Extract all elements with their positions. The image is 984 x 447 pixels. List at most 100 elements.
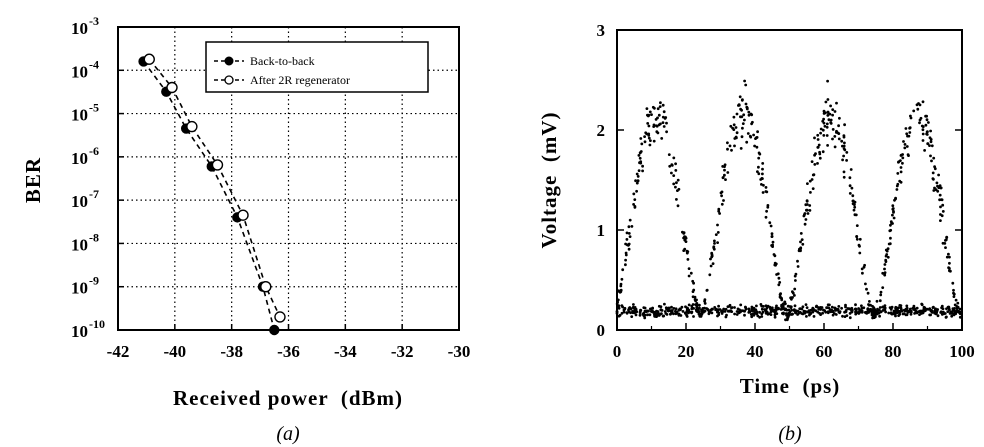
eye-point (816, 146, 820, 149)
eye-point (716, 241, 719, 245)
eye-point (891, 207, 895, 211)
eye-point (661, 121, 665, 124)
eye-point (929, 140, 933, 144)
eye-point (894, 197, 897, 201)
eye-point (799, 232, 803, 235)
eye-point (661, 103, 665, 107)
eye-point (893, 312, 897, 316)
eye-point (834, 313, 838, 316)
eye-point (899, 159, 902, 163)
eye-point (692, 281, 695, 285)
eye-point (929, 309, 933, 313)
eye-point (627, 247, 631, 251)
eye-point (729, 309, 732, 313)
eye-point (843, 123, 846, 127)
eye-point (897, 160, 900, 164)
eye-point (826, 79, 829, 83)
eye-point (952, 288, 955, 292)
eye-point (812, 315, 816, 318)
eye-point (865, 287, 868, 291)
eye-point (797, 311, 801, 315)
eye-y-tick-label: 3 (597, 21, 606, 40)
eye-point (739, 303, 743, 307)
eye-point (933, 186, 936, 190)
eye-point (854, 310, 858, 314)
eye-point (681, 310, 685, 313)
eye-x-tick-label: 0 (613, 342, 622, 361)
eye-point (805, 208, 808, 212)
eye-point (793, 274, 797, 278)
eye-point (920, 124, 924, 128)
eye-point (757, 151, 761, 155)
eye-point (926, 142, 930, 146)
eye-point (868, 309, 872, 313)
eye-point (695, 298, 698, 302)
eye-point (750, 113, 754, 117)
eye-point (627, 232, 631, 235)
eye-point (634, 313, 638, 317)
eye-point (645, 107, 649, 110)
ber-y-tick-label: 10 (71, 279, 88, 298)
eye-point (887, 311, 891, 315)
ber-x-axis-label: Received power (dBm) (173, 386, 403, 410)
eye-point (825, 134, 829, 137)
eye-point (923, 149, 926, 152)
eye-point (863, 263, 866, 267)
eye-point (826, 114, 830, 117)
eye-point (718, 308, 722, 311)
eye-point (777, 283, 781, 287)
eye-point (781, 307, 785, 311)
eye-point (948, 255, 951, 259)
eye-point (930, 144, 934, 148)
eye-point (658, 105, 662, 108)
ber-point-after-2r (274, 311, 286, 323)
eye-point (859, 310, 863, 314)
eye-point (915, 103, 919, 107)
eye-point (821, 150, 825, 154)
eye-point (657, 123, 661, 127)
eye-point (765, 310, 769, 314)
eye-point (851, 199, 855, 203)
eye-point (633, 198, 637, 202)
eye-point (899, 170, 903, 174)
eye-point (707, 310, 711, 313)
eye-point (883, 272, 886, 276)
eye-point (747, 113, 751, 117)
ber-x-tick-label: -40 (163, 342, 186, 361)
eye-point (838, 116, 841, 120)
eye-point (826, 144, 829, 147)
eye-point (793, 287, 797, 291)
ber-y-tick-exponent: -4 (89, 57, 99, 71)
eye-point (659, 308, 663, 312)
eye-point (921, 128, 925, 132)
eye-point (768, 221, 772, 225)
eye-point (724, 178, 727, 182)
eye-point (630, 315, 634, 318)
eye-point (723, 163, 727, 167)
eye-point (932, 156, 936, 160)
eye-point (809, 191, 812, 194)
eye-point (633, 206, 637, 209)
eye-point (918, 121, 921, 125)
eye-point (792, 308, 796, 312)
eye-point (854, 303, 857, 307)
eye-point (956, 305, 960, 309)
eye-point (858, 251, 862, 255)
eye-point (843, 148, 847, 152)
eye-point (717, 313, 721, 317)
eye-point (778, 281, 782, 284)
eye-point (958, 315, 962, 319)
eye-point (672, 156, 676, 160)
eye-point (661, 115, 665, 119)
eye-point (945, 255, 949, 259)
eye-point (768, 305, 772, 309)
eye-point (932, 189, 936, 192)
eye-point (732, 123, 736, 127)
eye-point (821, 128, 825, 132)
eye-point (648, 143, 652, 147)
eye-point (836, 308, 839, 311)
ber-y-tick-label: 10 (71, 235, 88, 254)
eye-point (632, 203, 635, 206)
eye-point (790, 297, 793, 301)
eye-point (733, 144, 736, 148)
